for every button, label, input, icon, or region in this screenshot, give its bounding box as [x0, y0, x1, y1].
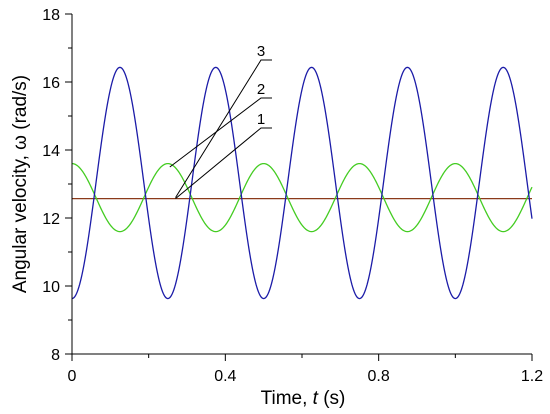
- y-axis-title: Angular velocity, ω (rad/s): [10, 75, 31, 293]
- leader-line-3: [175, 59, 272, 198]
- curve-label-1: 1: [257, 111, 265, 128]
- curve-label-2: 2: [257, 81, 265, 98]
- curves: [71, 66, 533, 300]
- y-ticks: 8 10 12 14 16 18: [42, 7, 72, 364]
- curve-label-3: 3: [257, 43, 265, 60]
- label-leader-lines: 3 2 1: [169, 43, 272, 199]
- leader-line-1: [175, 127, 272, 199]
- y-tick-label: 10: [42, 279, 60, 296]
- y-tick-label: 18: [42, 7, 60, 24]
- y-tick-label: 16: [42, 75, 60, 92]
- x-tick-label: 0.8: [368, 368, 390, 385]
- x-tick-label: 0.4: [214, 368, 236, 385]
- x-tick-label: 0: [68, 368, 77, 385]
- series-line-2: [71, 162, 533, 233]
- x-axis-title: Time, t (s): [261, 388, 346, 409]
- x-ticks: 0 0.4 0.8 1.2: [68, 354, 543, 385]
- x-tick-label: 1.2: [521, 368, 543, 385]
- leader-line-2: [169, 97, 272, 168]
- y-tick-label: 14: [42, 143, 60, 160]
- y-tick-label: 8: [51, 347, 60, 364]
- y-tick-label: 12: [42, 211, 60, 228]
- series-line-3: [71, 66, 533, 300]
